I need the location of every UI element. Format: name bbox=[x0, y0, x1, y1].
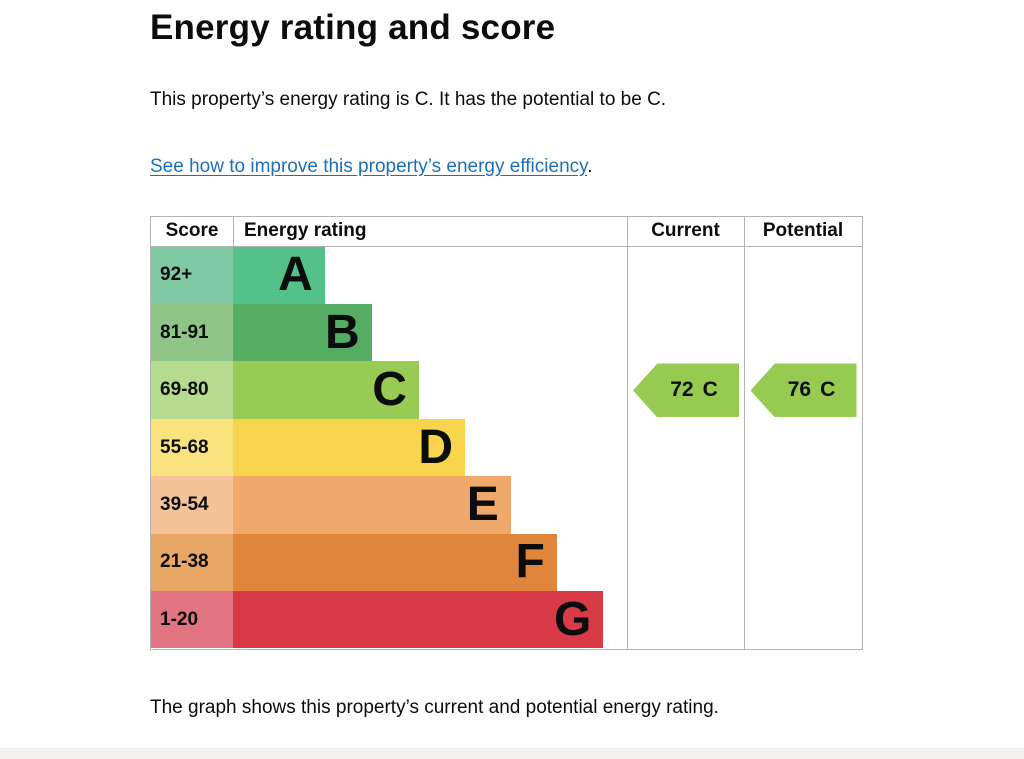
score-range-g: 1-20 bbox=[151, 591, 233, 649]
column-header-energy-rating: Energy rating bbox=[244, 220, 367, 242]
score-range-c: 69-80 bbox=[151, 361, 233, 419]
score-range-a: 92+ bbox=[151, 246, 233, 305]
graph-caption: The graph shows this property’s current … bbox=[150, 696, 719, 718]
band-letter-d: D bbox=[418, 420, 454, 474]
link-period: . bbox=[587, 155, 593, 177]
main-content: Energy rating and score This property’s … bbox=[0, 8, 865, 719]
score-range-d: 55-68 bbox=[151, 418, 233, 477]
band-letter-e: E bbox=[466, 477, 499, 531]
band-row-b: 81-91 B bbox=[151, 304, 862, 362]
score-range-b: 81-91 bbox=[151, 304, 233, 362]
score-range-e: 39-54 bbox=[151, 476, 233, 534]
column-header-current: Current bbox=[651, 220, 720, 242]
band-row-f: 21-38 F bbox=[151, 533, 862, 592]
divider-potential-column bbox=[744, 216, 745, 649]
band-letter-f: F bbox=[515, 535, 545, 589]
band-row-a: 92+ A bbox=[151, 246, 862, 305]
band-bar-a: A bbox=[233, 246, 325, 305]
band-bar-g: G bbox=[233, 591, 604, 649]
band-bar-f: F bbox=[233, 533, 557, 592]
band-letter-c: C bbox=[372, 363, 407, 417]
band-bar-e: E bbox=[233, 476, 511, 534]
column-header-score: Score bbox=[165, 220, 219, 242]
band-letter-g: G bbox=[554, 592, 592, 646]
band-row-e: 39-54 E bbox=[151, 476, 862, 534]
summary-text: This property’s energy rating is C. It h… bbox=[150, 89, 667, 110]
epc-chart-header: Score Energy rating Current Potential bbox=[151, 217, 862, 247]
page-title: Energy rating and score bbox=[150, 8, 556, 47]
band-row-d: 55-68 D bbox=[151, 418, 862, 477]
current-rating-arrow: 72 C bbox=[633, 363, 739, 418]
column-header-potential: Potential bbox=[762, 220, 844, 242]
improve-link-line: See how to improve this property’s energ… bbox=[150, 156, 865, 178]
band-bar-c: C bbox=[233, 361, 419, 419]
divider-score-header bbox=[233, 216, 234, 247]
band-row-c: 69-80 C bbox=[151, 361, 862, 419]
epc-chart-body: 92+ A 81-91 B 69-80 C 55-68 D 39-54 E 21-38 F 1-20 G … bbox=[151, 246, 862, 649]
band-letter-b: B bbox=[325, 305, 360, 359]
improve-efficiency-link[interactable]: See how to improve this property’s energ… bbox=[150, 155, 588, 177]
band-row-g: 1-20 G bbox=[151, 591, 862, 649]
band-bar-b: B bbox=[233, 304, 372, 362]
current-rating-value: 72 bbox=[670, 378, 694, 402]
band-letter-a: A bbox=[278, 248, 313, 302]
epc-chart: Score Energy rating Current Potential 92… bbox=[150, 215, 863, 650]
current-rating-band: C bbox=[702, 378, 718, 402]
band-bar-d: D bbox=[233, 418, 466, 477]
potential-rating-value: 76 bbox=[787, 378, 812, 402]
score-range-f: 21-38 bbox=[151, 533, 233, 592]
potential-rating-arrow: 76 C bbox=[750, 363, 857, 418]
divider-current-column bbox=[627, 216, 628, 649]
potential-rating-band: C bbox=[820, 378, 836, 402]
band-rows: 92+ A 81-91 B 69-80 C 55-68 D 39-54 E 21-38 F 1-20 G bbox=[151, 246, 862, 649]
footer-strip bbox=[0, 748, 1024, 759]
